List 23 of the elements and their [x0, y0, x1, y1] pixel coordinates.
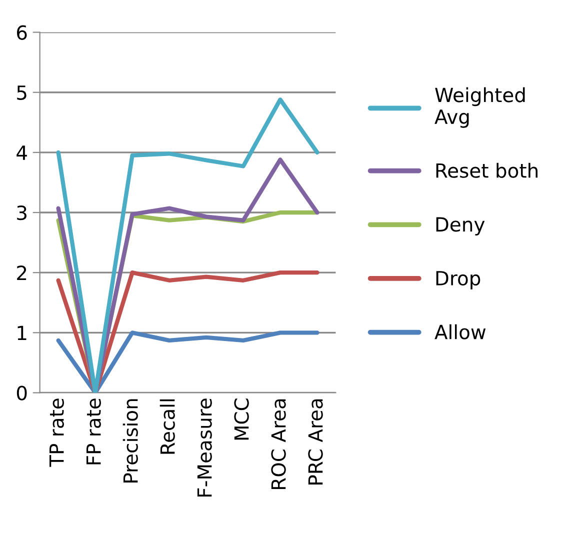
x-tick-label: TP rate [50, 398, 64, 467]
legend-label: Reset both [436, 162, 538, 178]
x-tick-label: FP rate [86, 398, 101, 464]
x-tick-label: F-Measure [197, 398, 212, 497]
legend-label: Drop [436, 271, 480, 290]
x-tick-label: Precision [122, 399, 138, 482]
line-series [56, 97, 320, 393]
y-tick-label: 6 [17, 25, 27, 40]
y-tick-label: 5 [17, 86, 26, 100]
x-tick-label: Recall [160, 399, 175, 454]
x-tick-label: MCC [234, 398, 249, 440]
y-tick-label: 4 [16, 146, 27, 160]
line-series [56, 330, 320, 393]
y-tick-label: 0 [16, 386, 27, 400]
y-tick-label: 3 [17, 205, 26, 220]
y-tick-label: 2 [17, 266, 26, 280]
x-tick-label: PRC Area [308, 399, 323, 484]
x-tick-label: ROC Area [271, 399, 286, 490]
legend-label: Allow [434, 324, 486, 340]
legend-label: Deny [436, 217, 485, 236]
line-series [56, 270, 320, 393]
legend-label: Weighted Avg [434, 87, 525, 128]
y-tick-label: 1 [18, 326, 26, 340]
